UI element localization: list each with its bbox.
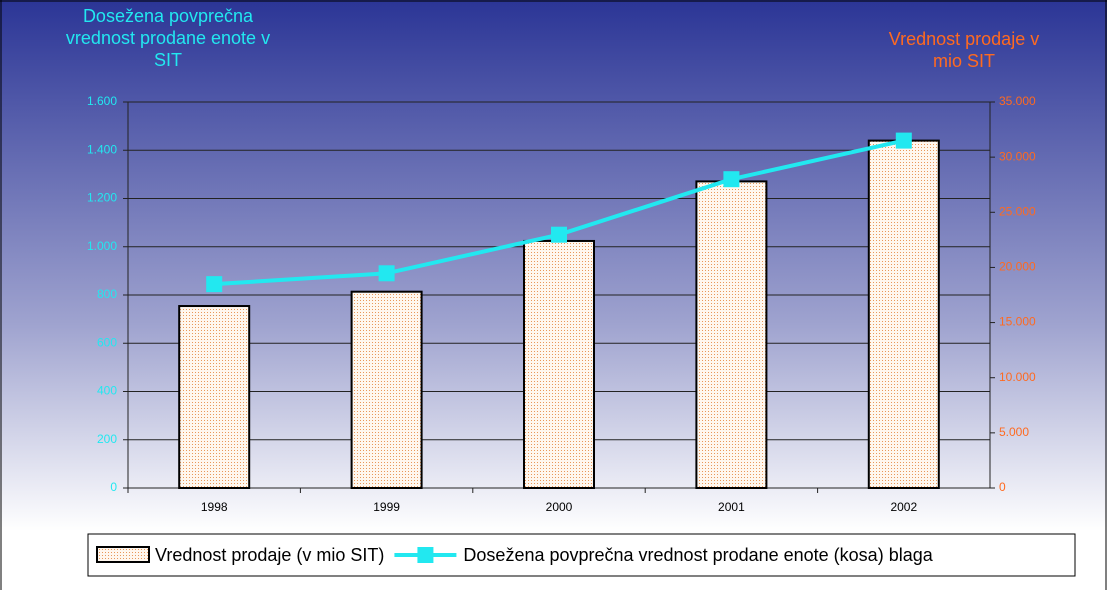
- bar: [523, 239, 595, 489]
- marker: [378, 265, 395, 282]
- x-tick-label: 1998: [201, 500, 228, 514]
- y-tick-label: 400: [97, 384, 117, 398]
- legend-swatch: [96, 546, 150, 563]
- y2-tick-label: 5.000: [999, 425, 1029, 439]
- x-tick-label: 1999: [373, 500, 400, 514]
- legend-label: Vrednost prodaje (v mio SIT): [155, 545, 384, 565]
- y2-tick-label: 25.000: [999, 204, 1036, 218]
- y2-tick-label: 20.000: [999, 260, 1036, 274]
- y-tick-label: 0: [110, 480, 117, 494]
- bar: [178, 305, 251, 489]
- marker: [723, 171, 740, 188]
- bar: [695, 180, 768, 490]
- marker: [551, 226, 567, 243]
- axis-title: Dosežena povprečna vrednost prodane enote…: [66, 6, 270, 70]
- legend-label: Dosežena povprečna vrednost prodane enot…: [463, 545, 933, 565]
- y-tick-label: 1.600: [87, 94, 117, 108]
- marker: [206, 276, 223, 293]
- y-tick-label: 600: [97, 335, 117, 349]
- legend-marker: [417, 547, 434, 563]
- y2-tick-label: 10.000: [999, 370, 1036, 384]
- y2-tick-label: 35.000: [999, 94, 1036, 108]
- y-tick-label: 1.400: [87, 142, 117, 156]
- y2-tick-label: 30.000: [999, 149, 1036, 163]
- y2-tick-label: 15.000: [999, 315, 1036, 329]
- x-tick-label: 2002: [890, 500, 917, 514]
- bar: [350, 290, 423, 490]
- marker: [895, 132, 912, 149]
- y-tick-label: 1.200: [87, 191, 117, 205]
- legend-box: [87, 533, 1076, 577]
- y2-tick-label: 0: [999, 480, 1006, 494]
- x-tick-label: 2001: [718, 500, 745, 514]
- axis-title: Vrednost prodaje v mio SIT: [889, 29, 1039, 71]
- bar: [867, 139, 940, 489]
- y-tick-label: 800: [97, 287, 117, 301]
- y-axis-title: Dosežena povprečna vrednost prodane enote…: [66, 6, 270, 70]
- y-tick-label: 1.000: [87, 239, 117, 253]
- y-tick-label: 200: [97, 432, 117, 446]
- x-tick-label: 2000: [546, 500, 573, 514]
- y2-axis-title: Vrednost prodaje v mio SIT: [889, 29, 1039, 71]
